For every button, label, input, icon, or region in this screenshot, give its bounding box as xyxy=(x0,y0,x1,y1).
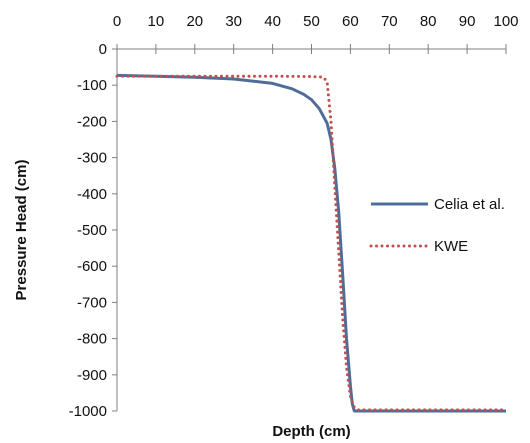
legend-label: KWE xyxy=(434,238,468,255)
y-tick-label: -800 xyxy=(77,331,107,348)
y-tick-label: -700 xyxy=(77,294,107,311)
y-tick-label: -400 xyxy=(77,186,107,203)
x-axis-title: Depth (cm) xyxy=(272,423,350,440)
y-tick-label: -900 xyxy=(77,367,107,384)
x-tick-label: 80 xyxy=(420,13,437,30)
y-axis-title: Pressure Head (cm) xyxy=(13,160,30,301)
x-tick-label: 90 xyxy=(459,13,476,30)
y-tick-label: -500 xyxy=(77,222,107,239)
x-tick-label: 40 xyxy=(264,13,281,30)
y-tick-label: -200 xyxy=(77,113,107,130)
y-tick-label: -300 xyxy=(77,150,107,167)
x-tick-label: 70 xyxy=(381,13,398,30)
x-tick-label: 50 xyxy=(303,13,320,30)
x-tick-label: 100 xyxy=(493,13,518,30)
x-tick-label: 0 xyxy=(113,13,121,30)
x-tick-label: 20 xyxy=(186,13,203,30)
x-tick-label: 30 xyxy=(225,13,242,30)
y-tick-label: -1000 xyxy=(69,403,107,420)
y-tick-label: 0 xyxy=(99,41,107,58)
legend-label: Celia et al. xyxy=(434,196,505,213)
series-layer xyxy=(115,73,508,413)
x-tick-label: 60 xyxy=(342,13,359,30)
x-tick-label: 10 xyxy=(148,13,165,30)
y-axis: 0 -100 -200 -300 -400 -500 -600 -700 -800 -900 -10… xyxy=(69,41,118,420)
x-axis: 0 10 20 30 40 50 60 70 80 90 100 xyxy=(113,13,519,54)
y-tick-label: -600 xyxy=(77,258,107,275)
legend: Celia et al. KWE xyxy=(369,196,505,255)
y-tick-label: -100 xyxy=(77,77,107,94)
